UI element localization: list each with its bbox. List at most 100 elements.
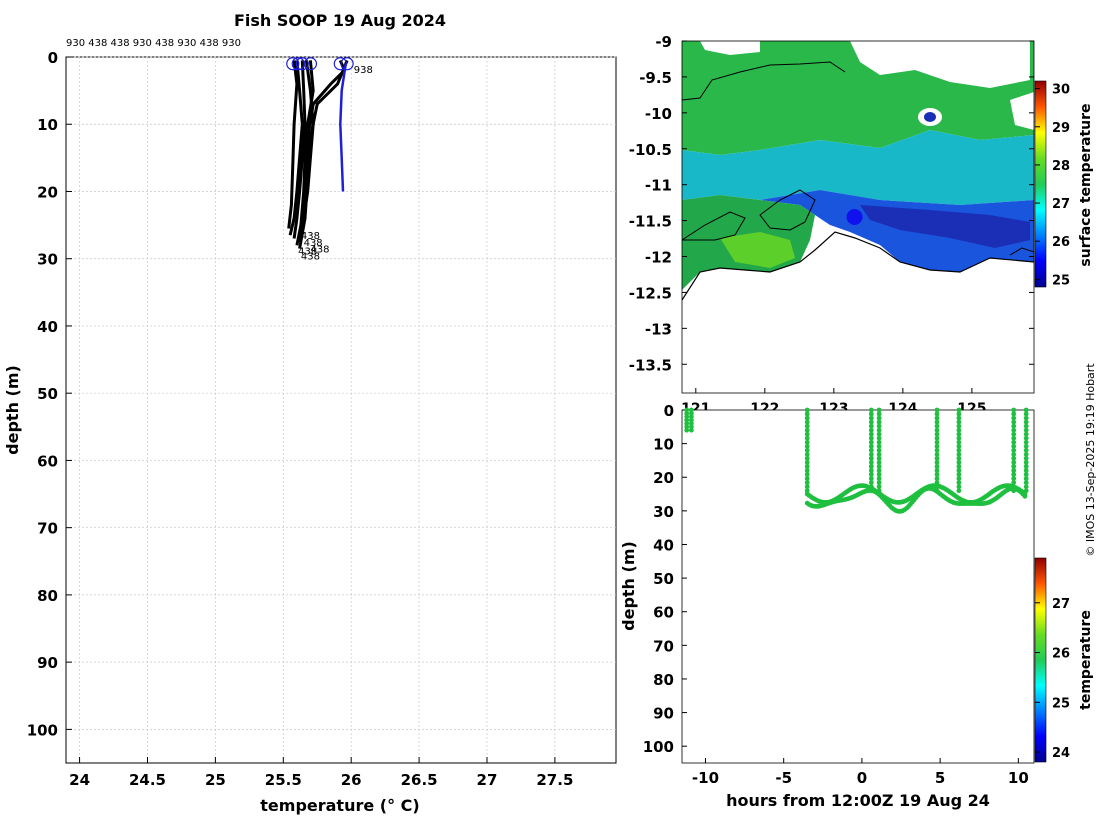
- depth-time-point: [876, 484, 882, 490]
- depth-time-point: [868, 407, 874, 413]
- sst-colorbar-label: surface temperature: [1078, 103, 1094, 266]
- depth-time-x-tick-label: 0: [857, 769, 867, 787]
- depth-time-point: [956, 415, 962, 421]
- profile-line-930: [287, 60, 299, 229]
- depth-time-point: [876, 447, 882, 453]
- map-axes-box: [681, 40, 1035, 394]
- depth-time-point: [876, 472, 882, 477]
- profile-panel: 0 10 20 30 40 50 60 70 80 90 100 24 24.5 25 25.5 26 26.…: [3, 49, 617, 815]
- depth-time-point: [876, 427, 882, 433]
- profile-lines: [287, 59, 349, 249]
- depth-time-point: [876, 411, 882, 417]
- map-lat-tick-label: -11: [645, 177, 672, 195]
- profile-line-latest: [339, 63, 348, 192]
- depth-time-point: [934, 476, 940, 481]
- depth-time-point: [1011, 431, 1017, 437]
- depth-time-point: [868, 456, 874, 461]
- depth-time-point: [689, 411, 694, 416]
- depth-time-x-ticks: -10 -5 0 5 10: [692, 758, 1029, 787]
- depth-time-point: [684, 417, 690, 423]
- depth-time-x-tick-label: -5: [775, 769, 792, 787]
- depth-time-y-tick-label: 70: [653, 637, 674, 655]
- temperature-colorbar-label: temperature: [1078, 610, 1094, 710]
- profile-id-labels: 930 438 438 930 438 930 438 930: [66, 38, 241, 49]
- profile-surface-marker: [286, 57, 300, 71]
- profile-surface-marker: [340, 57, 354, 71]
- profile-cast-label: 438: [298, 247, 317, 258]
- map-lat-ticks: -9 -9.5 -10 -10.5 -11 -11.5 -12 -12.5 -13 -13.5: [629, 33, 1034, 374]
- profile-y-ticks: 0 10 20 30 40 50 60 70 80 90 100: [27, 49, 72, 739]
- depth-time-point: [868, 439, 874, 445]
- island-coastline: [1009, 247, 1034, 256]
- depth-time-point: [804, 411, 810, 417]
- depth-time-point: [1023, 435, 1029, 441]
- depth-time-point: [1011, 411, 1017, 417]
- depth-time-point: [684, 407, 690, 413]
- depth-time-point: [934, 407, 940, 413]
- ship-position-marker: [846, 209, 863, 225]
- depth-time-point: [689, 414, 694, 420]
- depth-time-x-tick-label: 5: [935, 769, 945, 787]
- depth-time-point: [804, 460, 810, 465]
- depth-time-point: [876, 468, 882, 473]
- depth-time-point: [934, 443, 940, 449]
- depth-time-point: [1011, 476, 1017, 481]
- depth-time-point: [1023, 468, 1029, 473]
- depth-time-point: [956, 447, 962, 453]
- depth-time-point: [956, 435, 962, 441]
- depth-time-y-tick-label: 30: [653, 503, 674, 521]
- depth-time-point: [868, 480, 874, 485]
- depth-time-point: [1011, 427, 1017, 433]
- depth-time-x-tick-label: 10: [1008, 769, 1029, 787]
- depth-time-point: [876, 456, 882, 461]
- profile-line-438: [298, 60, 315, 239]
- cloud-patch: [700, 41, 760, 55]
- depth-time-point: [1011, 435, 1017, 441]
- depth-time-point: [684, 411, 690, 416]
- depth-time-point: [804, 468, 810, 473]
- temperature-colorbar-tick-label: 24: [1052, 746, 1070, 761]
- profile-x-tick-label: 26: [341, 771, 362, 789]
- profile-y-tick-label: 60: [37, 452, 58, 470]
- map-lat-tick-label: -12: [645, 249, 672, 267]
- depth-time-point: [868, 452, 874, 457]
- depth-time-point: [934, 411, 940, 417]
- depth-time-point: [876, 452, 882, 457]
- depth-time-y-tick-label: 90: [653, 705, 674, 723]
- depth-time-point: [956, 452, 962, 457]
- depth-time-point: [876, 480, 882, 485]
- depth-time-point: [1011, 452, 1017, 457]
- profile-cast-label: 438: [304, 238, 323, 249]
- profile-y-tick-label: 20: [37, 183, 58, 201]
- sst-colorbar-tick-label: 27: [1052, 197, 1070, 212]
- peninsula-coastline: [682, 211, 746, 241]
- depth-time-y-tick-label: 20: [653, 469, 674, 487]
- profile-x-tick-label: 26.5: [401, 771, 438, 789]
- profile-line-930: [288, 60, 304, 236]
- depth-time-point: [934, 415, 940, 421]
- depth-time-point: [1023, 407, 1029, 413]
- depth-time-point: [1011, 464, 1017, 469]
- profile-y-tick-label: 70: [37, 520, 58, 538]
- profile-line-438: [292, 60, 307, 239]
- depth-time-point: [868, 472, 874, 477]
- depth-time-y-ticks: 0 10 20 30 40 50 60 70 80 90 100: [643, 402, 687, 756]
- profile-cast-label: 938: [354, 65, 373, 76]
- depth-time-point: [956, 488, 962, 494]
- depth-time-point: [1023, 443, 1029, 449]
- map-lat-tick-label: -13: [645, 320, 672, 338]
- depth-time-point: [934, 423, 940, 429]
- depth-time-point: [956, 443, 962, 449]
- depth-time-point: [684, 427, 690, 433]
- profile-axes-box: [65, 56, 617, 764]
- depth-time-point: [804, 488, 810, 494]
- depth-time-y-tick-label: 40: [653, 536, 674, 554]
- depth-time-point: [876, 407, 882, 413]
- depth-time-point: [804, 476, 810, 481]
- depth-time-point: [1023, 452, 1029, 457]
- depth-time-point: [956, 419, 962, 425]
- depth-time-point: [956, 411, 962, 417]
- map-lat-tick-label: -9.5: [639, 69, 672, 87]
